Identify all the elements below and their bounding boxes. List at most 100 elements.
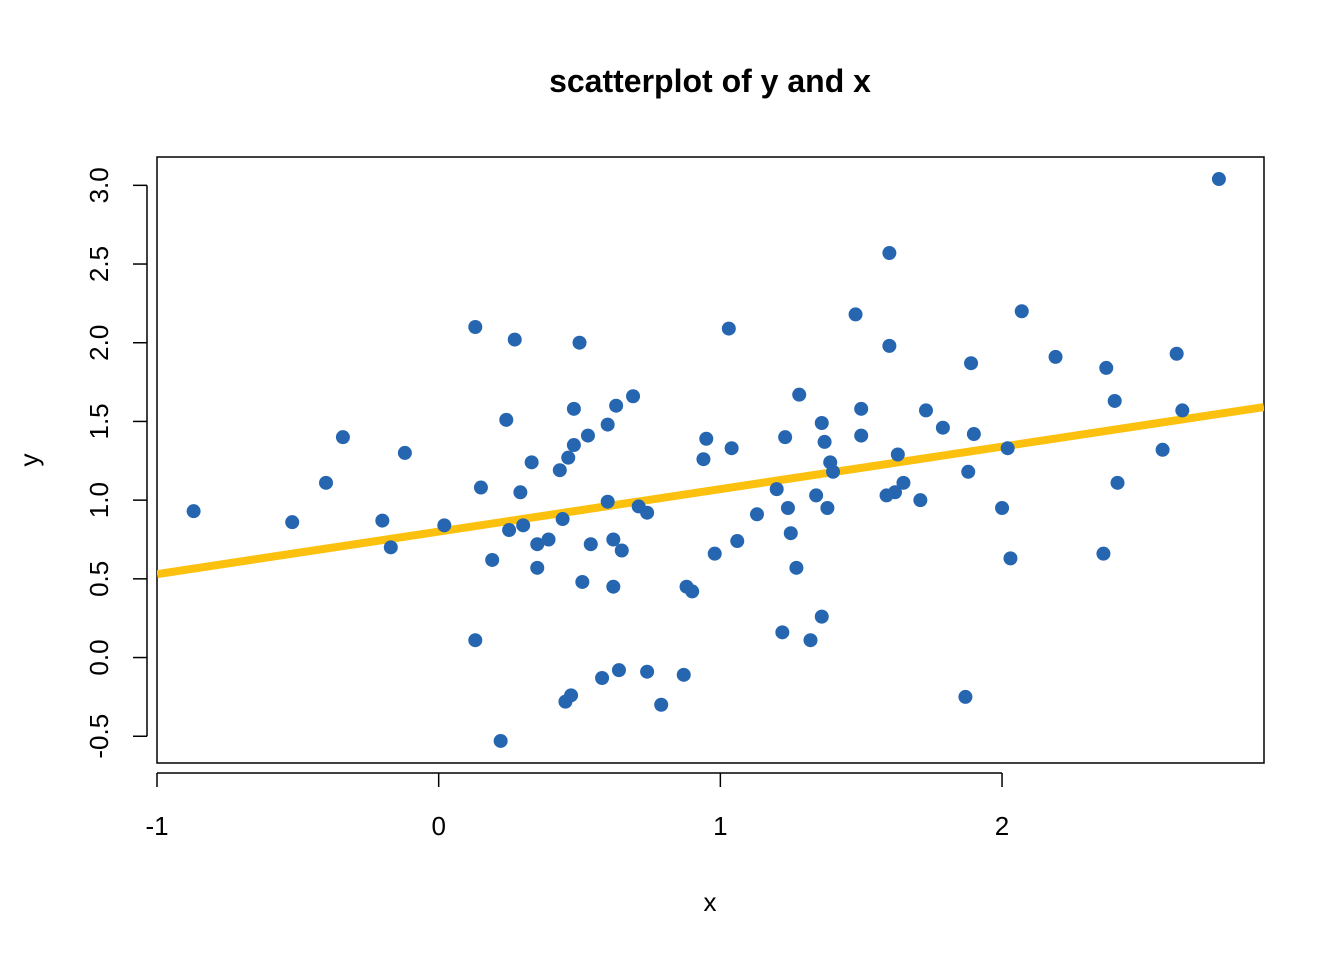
regression-line xyxy=(157,403,1264,579)
data-point xyxy=(854,428,869,443)
data-point xyxy=(676,667,691,682)
data-point xyxy=(437,518,452,533)
data-point xyxy=(918,403,933,418)
data-point xyxy=(186,504,201,519)
data-point xyxy=(397,445,412,460)
data-point xyxy=(524,455,539,470)
data-point xyxy=(566,438,581,453)
data-point xyxy=(561,450,576,465)
data-point xyxy=(611,663,626,678)
data-point xyxy=(485,552,500,567)
data-point xyxy=(383,540,398,555)
data-point xyxy=(964,356,979,371)
data-point xyxy=(595,671,610,686)
data-point xyxy=(826,464,841,479)
y-tick-label: 1.5 xyxy=(84,403,114,439)
data-point xyxy=(499,412,514,427)
data-point xyxy=(882,246,897,261)
x-axis-label: x xyxy=(704,887,717,917)
data-point xyxy=(724,441,739,456)
y-tick-label: 0.0 xyxy=(84,639,114,675)
data-point xyxy=(783,526,798,541)
data-point xyxy=(814,416,829,431)
chart-title: scatterplot of y and x xyxy=(549,63,871,99)
data-point xyxy=(896,475,911,490)
data-point xyxy=(640,664,655,679)
data-point xyxy=(778,430,793,445)
data-point xyxy=(1096,546,1111,561)
data-point xyxy=(696,452,711,467)
data-point xyxy=(848,307,863,322)
x-tick-label: 1 xyxy=(713,811,727,841)
data-point xyxy=(555,512,570,527)
data-point xyxy=(792,387,807,402)
data-point xyxy=(566,401,581,416)
data-point xyxy=(749,507,764,522)
data-point xyxy=(1175,403,1190,418)
data-point xyxy=(958,689,973,704)
data-point xyxy=(319,475,334,490)
data-point xyxy=(730,534,745,549)
data-point xyxy=(1107,393,1122,408)
data-point xyxy=(600,417,615,432)
data-point xyxy=(1211,172,1226,187)
data-point xyxy=(552,463,567,478)
data-point xyxy=(580,428,595,443)
data-point xyxy=(572,335,587,350)
x-tick-label: 0 xyxy=(431,811,445,841)
data-point xyxy=(888,485,902,500)
data-point xyxy=(1048,349,1063,364)
data-point xyxy=(473,480,488,495)
x-tick-label: 2 xyxy=(995,811,1009,841)
data-point xyxy=(1169,346,1184,361)
data-point xyxy=(606,532,621,547)
data-point xyxy=(285,515,300,530)
data-point xyxy=(775,625,790,640)
plot-area: -1 0 1 2 -0.5 0.0 0.5 1.0 1.5 2.0 2.5 3.0 xyxy=(84,156,1265,841)
plot-frame xyxy=(156,156,1265,764)
data-point xyxy=(769,482,784,497)
data-point xyxy=(530,537,545,552)
data-point xyxy=(913,493,928,508)
data-point xyxy=(609,398,624,413)
data-point xyxy=(1000,441,1015,456)
data-point xyxy=(780,501,795,516)
data-point xyxy=(516,518,531,533)
data-point xyxy=(854,401,869,416)
data-point xyxy=(606,579,621,594)
data-point xyxy=(614,543,629,558)
data-point xyxy=(817,434,832,449)
data-point xyxy=(583,537,598,552)
data-point xyxy=(575,574,590,589)
data-point xyxy=(699,431,714,446)
data-point xyxy=(820,501,835,516)
data-point xyxy=(541,532,556,547)
data-point xyxy=(1110,475,1125,490)
data-point xyxy=(375,513,390,528)
data-point xyxy=(564,688,579,703)
data-point xyxy=(530,560,545,575)
data-point xyxy=(1003,551,1018,566)
data-point xyxy=(707,546,722,561)
data-point xyxy=(468,319,483,334)
y-tick-label: 1.0 xyxy=(84,482,114,518)
data-point xyxy=(640,505,655,520)
data-point xyxy=(935,420,950,435)
x-tick-label: -1 xyxy=(145,811,168,841)
data-point xyxy=(600,494,615,509)
data-point xyxy=(1099,360,1114,375)
data-point xyxy=(961,464,976,479)
data-point xyxy=(513,485,528,500)
data-point xyxy=(809,488,824,503)
y-tick-label: 3.0 xyxy=(84,167,114,203)
data-point xyxy=(493,733,508,748)
data-point xyxy=(803,633,818,648)
y-tick-label: 0.5 xyxy=(84,561,114,597)
data-point xyxy=(1155,442,1170,457)
data-point xyxy=(654,697,669,712)
y-tick-label: 2.5 xyxy=(84,246,114,282)
data-point xyxy=(1014,304,1029,319)
data-point xyxy=(890,447,905,462)
data-point xyxy=(335,430,350,445)
